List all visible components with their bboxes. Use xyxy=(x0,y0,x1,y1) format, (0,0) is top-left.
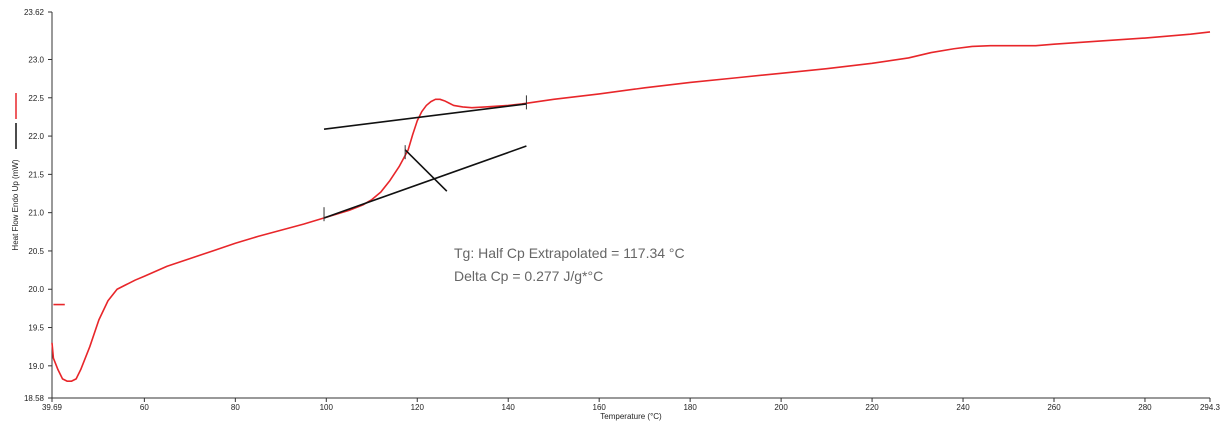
y-tick-label: 19.0 xyxy=(28,362,44,371)
x-tick-label: 220 xyxy=(865,403,879,412)
y-tick-label: 23.62 xyxy=(24,8,45,17)
x-tick-label: 260 xyxy=(1047,403,1061,412)
x-tick-label: 240 xyxy=(956,403,970,412)
x-tick-label: 294.3 xyxy=(1200,403,1221,412)
series-layer xyxy=(51,31,1211,382)
baseline-line xyxy=(323,145,527,219)
baseline-layer xyxy=(323,103,527,219)
x-tick-label: 80 xyxy=(231,403,240,412)
marker-layer xyxy=(323,95,527,222)
axes xyxy=(51,12,1210,399)
x-tick-label: 60 xyxy=(140,403,149,412)
x-tick-label: 200 xyxy=(774,403,788,412)
y-ticks: 18.58 19.0 19.5 20.0 20.5 21.0 21.5 22.0 22.5 23.… xyxy=(24,8,52,403)
x-ticks: 39.69 60 80 100 120 140 160 180 200 220 240 260 280 2… xyxy=(42,398,1221,412)
x-tick-label: 160 xyxy=(593,403,607,412)
baseline-line xyxy=(323,103,527,130)
x-tick-label: 140 xyxy=(502,403,516,412)
y-tick-label: 22.5 xyxy=(28,94,44,103)
annotation-delta-cp: Delta Cp = 0.277 J/g*°C xyxy=(454,268,603,284)
y-tick-label: 22.0 xyxy=(28,132,44,141)
y-tick-label: 20.5 xyxy=(28,247,44,256)
series-line xyxy=(51,31,1211,382)
y-tick-label: 21.5 xyxy=(28,170,44,179)
y-axis-title: Heat Flow Endo Up (mW) xyxy=(11,159,20,250)
y-tick-label: 18.58 xyxy=(24,394,45,403)
x-tick-label: 120 xyxy=(411,403,425,412)
x-tick-label: 100 xyxy=(320,403,334,412)
y-tick-label: 23.0 xyxy=(28,55,44,64)
annotation-tg: Tg: Half Cp Extrapolated = 117.34 °C xyxy=(454,245,685,261)
y-tick-label: 21.0 xyxy=(28,209,44,218)
x-tick-label: 280 xyxy=(1138,403,1152,412)
baseline-line xyxy=(404,149,448,192)
x-axis-title: Temperature (°C) xyxy=(600,412,662,421)
x-tick-label: 39.69 xyxy=(42,403,63,412)
y-tick-label: 19.5 xyxy=(28,324,44,333)
x-tick-label: 180 xyxy=(683,403,697,412)
y-tick-label: 20.0 xyxy=(28,285,44,294)
